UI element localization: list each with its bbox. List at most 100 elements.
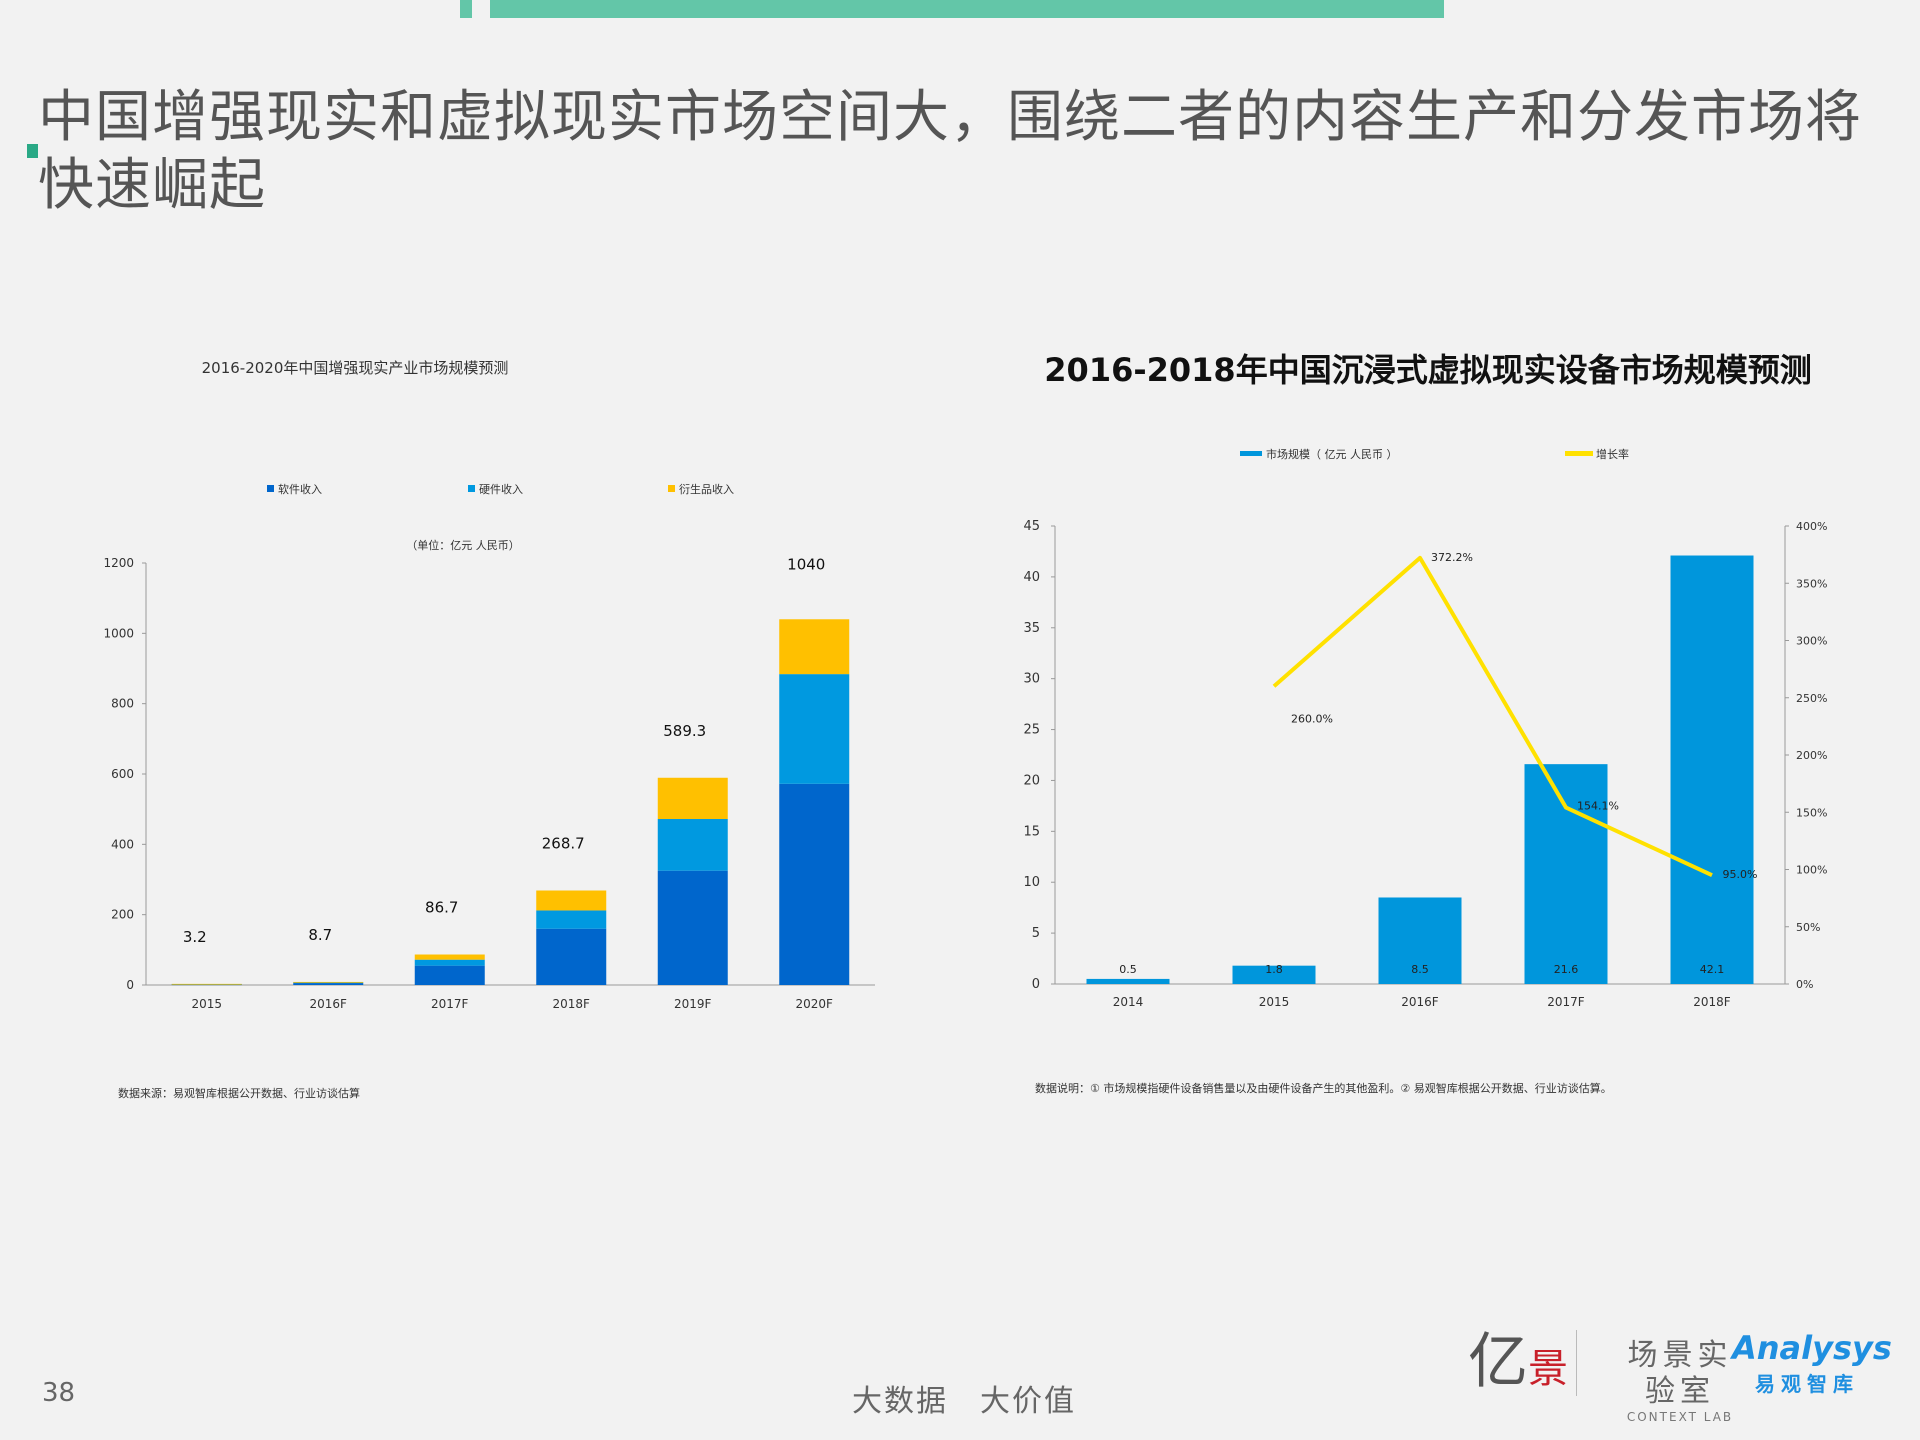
ar-y-tick-label: 600: [111, 767, 134, 781]
vr-legend-line-swatch: [1565, 451, 1593, 456]
ar-x-tick-label: 2018F: [553, 997, 591, 1011]
page-title: 中国增强现实和虚拟现实市场空间大，围绕二者的内容生产和分发市场将快速崛起: [38, 85, 1862, 218]
ar-x-tick-label: 2020F: [796, 997, 834, 1011]
ar-y-tick-label: 1200: [103, 556, 134, 570]
ar-bar-segment: [779, 619, 850, 675]
vr-x-tick-label: 2014: [1113, 995, 1144, 1009]
ar-bar-segment: [414, 959, 485, 966]
ar-bar-segment: [293, 981, 364, 983]
context-lab-cn: 场景实验室: [1627, 1338, 1733, 1409]
ar-x-tick-label: 2016F: [310, 997, 348, 1011]
vr-y2-tick-label: 350%: [1796, 577, 1827, 590]
vr-bar: [1232, 965, 1316, 984]
vr-legend-bar-label: 市场规模（ 亿元 人民币 ）: [1266, 447, 1398, 461]
vr-y-tick-label: 5: [1032, 926, 1040, 941]
yijing-logo: 亿景: [1468, 1326, 1568, 1405]
vr-x-tick-label: 2015: [1259, 995, 1290, 1009]
ar-legend-label: 硬件收入: [479, 482, 523, 496]
title-marker: [27, 144, 38, 158]
ar-x-tick-label: 2017F: [431, 997, 469, 1011]
vr-x-tick-label: 2016F: [1401, 995, 1439, 1009]
vr-market-chart: 2016-2018年中国沉浸式虚拟现实设备市场规模预测 市场规模（ 亿元 人民币…: [1023, 351, 1827, 1095]
vr-x-tick-label: 2018F: [1693, 995, 1731, 1009]
ar-legend-swatch: [267, 485, 274, 492]
ar-x-tick-label: 2019F: [674, 997, 712, 1011]
yijing-logo-yi: 亿: [1468, 1327, 1528, 1397]
ar-bar-segment: [171, 983, 242, 985]
ar-bar-segment: [414, 965, 485, 985]
vr-x-tick-label: 2017F: [1547, 995, 1585, 1009]
vr-growth-line: [1272, 555, 1713, 878]
context-lab-en: CONTEXT LAB: [1626, 1410, 1734, 1424]
vr-legend-bar-swatch: [1240, 451, 1262, 456]
ar-y-tick-label: 400: [111, 837, 134, 851]
vr-bar-label: 21.6: [1554, 963, 1579, 976]
ar-market-chart: 2016-2020年中国增强现实产业市场规模预测 软件收入 硬件收入 衍生品收入 （…: [103, 359, 875, 1100]
ar-bar-segment: [536, 890, 607, 911]
ar-total-label: 589.3: [663, 722, 706, 740]
ar-bar-segment: [657, 870, 728, 985]
brand-logos: 亿景 场景实验室 CONTEXT LAB Analysys 易观智库: [1468, 1322, 1892, 1424]
vr-y-tick-label: 35: [1023, 621, 1040, 636]
vr-chart-legend: 市场规模（ 亿元 人民币 ） 增长率: [1240, 447, 1629, 461]
ar-legend-swatch: [668, 485, 675, 492]
vr-y-tick-label: 15: [1023, 824, 1040, 839]
vr-bar-label: 0.5: [1119, 963, 1137, 976]
vr-growth-label: 95.0%: [1723, 868, 1758, 881]
vr-legend-line-label: 增长率: [1596, 447, 1629, 461]
vr-bar: [1524, 764, 1608, 984]
vr-chart-title: 2016-2018年中国沉浸式虚拟现实设备市场规模预测: [1044, 351, 1811, 389]
vr-bar-label: 8.5: [1411, 963, 1429, 976]
ar-unit-note: （单位：亿元 人民币）: [406, 538, 520, 552]
ar-chart-legend: 软件收入 硬件收入 衍生品收入: [267, 482, 734, 496]
ar-legend-label: 衍生品收入: [679, 482, 734, 496]
vr-y-tick-label: 30: [1023, 672, 1040, 687]
vr-y2-tick-label: 400%: [1796, 520, 1827, 533]
ar-total-label: 8.7: [308, 926, 332, 944]
footer-slogan: 大数据 大价值: [852, 1384, 1076, 1419]
vr-y-tick-label: 45: [1023, 519, 1040, 534]
ar-y-tick-label: 800: [111, 697, 134, 711]
ar-bar-segment: [657, 777, 728, 820]
vr-y-tick-label: 25: [1023, 723, 1040, 738]
ar-chart-bars: [171, 619, 850, 986]
ar-total-label: 86.7: [425, 899, 458, 917]
vr-chart-bars: 0.5 1.8 8.5 21.6 42.1: [1086, 555, 1754, 984]
vr-y2-tick-label: 150%: [1796, 806, 1827, 819]
analysys-en: Analysys: [1732, 1329, 1892, 1367]
vr-y2-tick-label: 200%: [1796, 749, 1827, 762]
vr-y2-tick-label: 0%: [1796, 978, 1813, 991]
vr-chart-growth-line: 260.0% 372.2% 154.1% 95.0%: [1272, 551, 1758, 881]
vr-y2-tick-label: 250%: [1796, 692, 1827, 705]
vr-growth-label: 154.1%: [1577, 800, 1619, 813]
vr-y-tick-label: 40: [1023, 570, 1040, 585]
vr-bar: [1670, 555, 1754, 984]
ar-y-tick-label: 200: [111, 908, 134, 922]
analysys-logo: Analysys 易观智库: [1732, 1328, 1892, 1397]
vr-y-tick-label: 20: [1023, 773, 1040, 788]
ar-y-tick-label: 1000: [103, 626, 134, 640]
vr-y2-tick-label: 300%: [1796, 635, 1827, 648]
vr-growth-label: 372.2%: [1431, 551, 1473, 564]
ar-legend-label: 软件收入: [278, 482, 322, 496]
ar-bar-segment: [293, 983, 364, 985]
vr-y2-tick-label: 100%: [1796, 864, 1827, 877]
vr-y2-tick-label: 50%: [1796, 921, 1820, 934]
ar-chart-axes: 0 200 400 600 800 1000 1200 2015 2016F 2017F 2018F…: [103, 556, 875, 1011]
ar-chart-title: 2016-2020年中国增强现实产业市场规模预测: [202, 359, 509, 377]
ar-bar-segment: [779, 783, 850, 985]
ar-legend-swatch: [468, 485, 475, 492]
ar-total-label: 3.2: [183, 928, 207, 946]
vr-growth-label: 260.0%: [1291, 712, 1333, 725]
ar-chart-total-labels: 3.2 8.7 86.7 268.7 589.3 1040: [183, 555, 826, 946]
ar-total-label: 1040: [787, 555, 825, 573]
context-lab-logo: 场景实验室 CONTEXT LAB: [1556, 1338, 1746, 1424]
ar-chart-source: 数据来源：易观智库根据公开数据、行业访谈估算: [118, 1086, 360, 1100]
vr-bar-label: 1.8: [1265, 963, 1283, 976]
ar-bar-segment: [657, 819, 728, 871]
vr-y-tick-label: 0: [1032, 977, 1040, 992]
ar-bar-segment: [414, 954, 485, 960]
vr-y-tick-label: 10: [1023, 875, 1040, 890]
top-accent-bar-long: [490, 0, 1444, 18]
ar-total-label: 268.7: [542, 835, 585, 853]
